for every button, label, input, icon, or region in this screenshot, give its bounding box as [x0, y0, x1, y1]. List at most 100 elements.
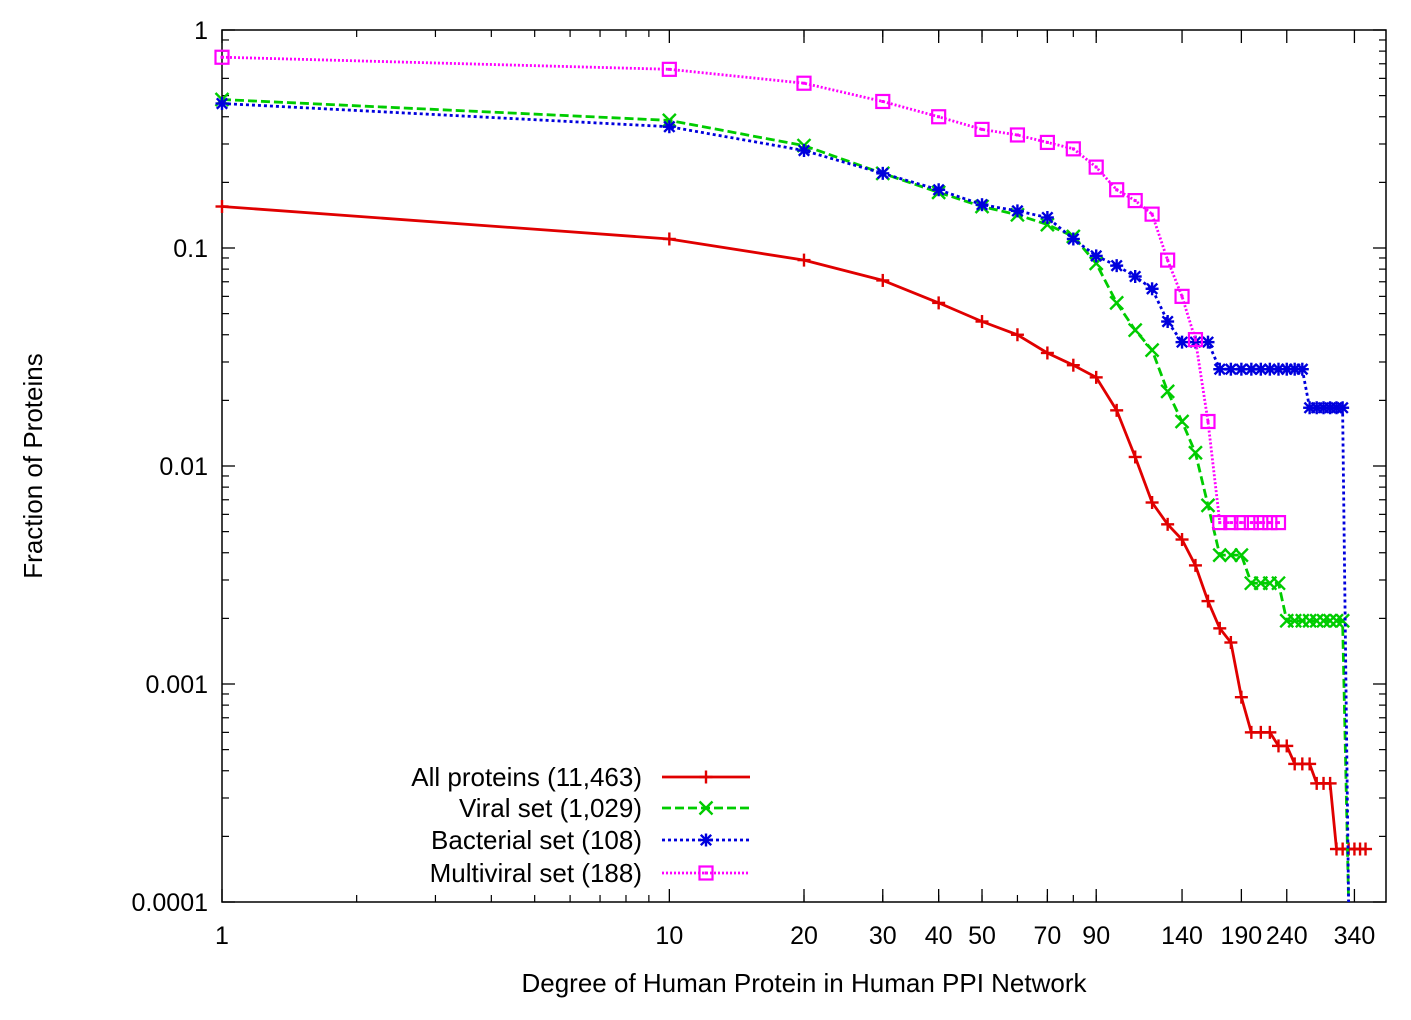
data-point	[876, 166, 890, 180]
data-point	[1224, 636, 1238, 650]
data-point	[1010, 204, 1024, 218]
data-point	[662, 232, 676, 246]
data-point	[1187, 332, 1204, 348]
legend-item: Multiviral set (188)	[430, 858, 750, 888]
data-point	[1110, 403, 1124, 417]
data-point	[1200, 413, 1216, 430]
data-point	[1253, 515, 1269, 531]
data-point	[661, 61, 677, 77]
data-point	[876, 273, 890, 287]
data-point	[1109, 182, 1125, 198]
x-tick-labels: 1 10 20 30 40 50 70 90 140 190 240 340	[215, 922, 1375, 950]
data-point	[1144, 206, 1160, 222]
data-point	[1212, 547, 1228, 563]
data-point	[1234, 690, 1248, 704]
data-point	[1128, 450, 1142, 464]
series-1	[215, 200, 1373, 856]
data-point	[1223, 515, 1239, 531]
data-point	[1039, 134, 1055, 151]
data-point	[1263, 362, 1277, 376]
data-point	[1174, 414, 1190, 429]
legend-swatch-marker	[699, 770, 713, 784]
legend-label: Bacterial set (108)	[431, 825, 642, 855]
data-point	[1212, 515, 1228, 531]
data-point	[797, 253, 811, 267]
series-line	[221, 55, 1279, 524]
data-point	[1144, 342, 1160, 358]
series-3	[215, 97, 1350, 903]
data-point	[1188, 445, 1203, 461]
data-point	[1280, 739, 1294, 753]
data-point	[1066, 232, 1080, 246]
x-tick-label: 40	[925, 922, 953, 950]
x-tick-label: 140	[1161, 922, 1203, 950]
x-tick-label: 340	[1334, 922, 1376, 950]
data-point	[796, 75, 812, 91]
data-point	[1263, 725, 1277, 739]
x-tick-label: 20	[790, 922, 818, 950]
data-point	[931, 109, 947, 125]
x-tick-label: 70	[1033, 922, 1061, 950]
y-tick-label: 0.001	[145, 671, 208, 699]
x-tick-label: 50	[968, 922, 996, 950]
data-point	[1316, 613, 1331, 629]
data-point	[1244, 362, 1258, 376]
data-point	[1175, 533, 1189, 547]
data-point	[1040, 211, 1054, 225]
legend-item: All proteins (11,463)	[411, 762, 750, 792]
data-point	[1175, 335, 1189, 349]
data-point	[1262, 515, 1278, 531]
data-point	[1233, 515, 1249, 531]
legend-item: Viral set (1,029)	[459, 793, 750, 823]
y-tick-label: 0.1	[173, 235, 208, 263]
series-4	[214, 49, 1287, 531]
legend-label: Viral set (1,029)	[459, 793, 642, 823]
x-tick-label: 10	[655, 922, 683, 950]
legend-swatch-marker	[698, 865, 714, 881]
data-point	[1201, 594, 1215, 608]
data-point	[1010, 328, 1024, 342]
ticks-layer	[221, 29, 1386, 903]
y-tick-label: 0.0001	[132, 889, 208, 917]
legend-label: Multiviral set (188)	[430, 858, 642, 888]
data-point	[1188, 558, 1202, 572]
data-point	[797, 144, 811, 158]
data-point	[975, 198, 989, 212]
data-point	[1040, 346, 1054, 360]
plot-frame	[221, 29, 1387, 903]
data-point	[1065, 141, 1081, 157]
x-tick-label: 240	[1266, 922, 1308, 950]
data-point	[1359, 842, 1373, 856]
series-line	[221, 205, 1366, 851]
data-point	[1127, 192, 1143, 209]
legend-swatch-marker	[698, 800, 714, 816]
data-point	[1335, 613, 1350, 629]
data-point	[1174, 288, 1190, 304]
data-point	[975, 315, 989, 329]
data-point	[1089, 249, 1103, 263]
data-point	[1089, 370, 1103, 384]
data-point	[1323, 776, 1337, 790]
data-point	[1336, 401, 1350, 415]
x-tick-label: 30	[869, 922, 897, 950]
y-axis-title: Fraction of Proteins	[18, 353, 48, 578]
data-point	[1309, 613, 1325, 629]
y-tick-labels: 0.0001 0.001 0.01 0.1 1	[132, 17, 208, 917]
data-point	[1110, 259, 1124, 273]
data-point	[1322, 613, 1338, 629]
data-point	[1201, 335, 1215, 349]
data-point	[1224, 362, 1238, 376]
legend: All proteins (11,463)Viral set (1,029)Ba…	[411, 762, 750, 888]
data-point	[1213, 621, 1227, 635]
y-tick-label: 0.01	[159, 453, 208, 481]
data-point	[1128, 270, 1142, 284]
x-axis-title: Degree of Human Protein in Human PPI Net…	[521, 968, 1087, 998]
data-point	[1223, 547, 1239, 563]
data-point	[1161, 517, 1175, 531]
data-point	[1088, 159, 1104, 175]
data-point	[1234, 547, 1249, 563]
data-point	[215, 200, 229, 214]
legend-swatch-marker	[699, 833, 713, 847]
data-point	[1213, 362, 1227, 376]
data-point	[214, 49, 230, 65]
